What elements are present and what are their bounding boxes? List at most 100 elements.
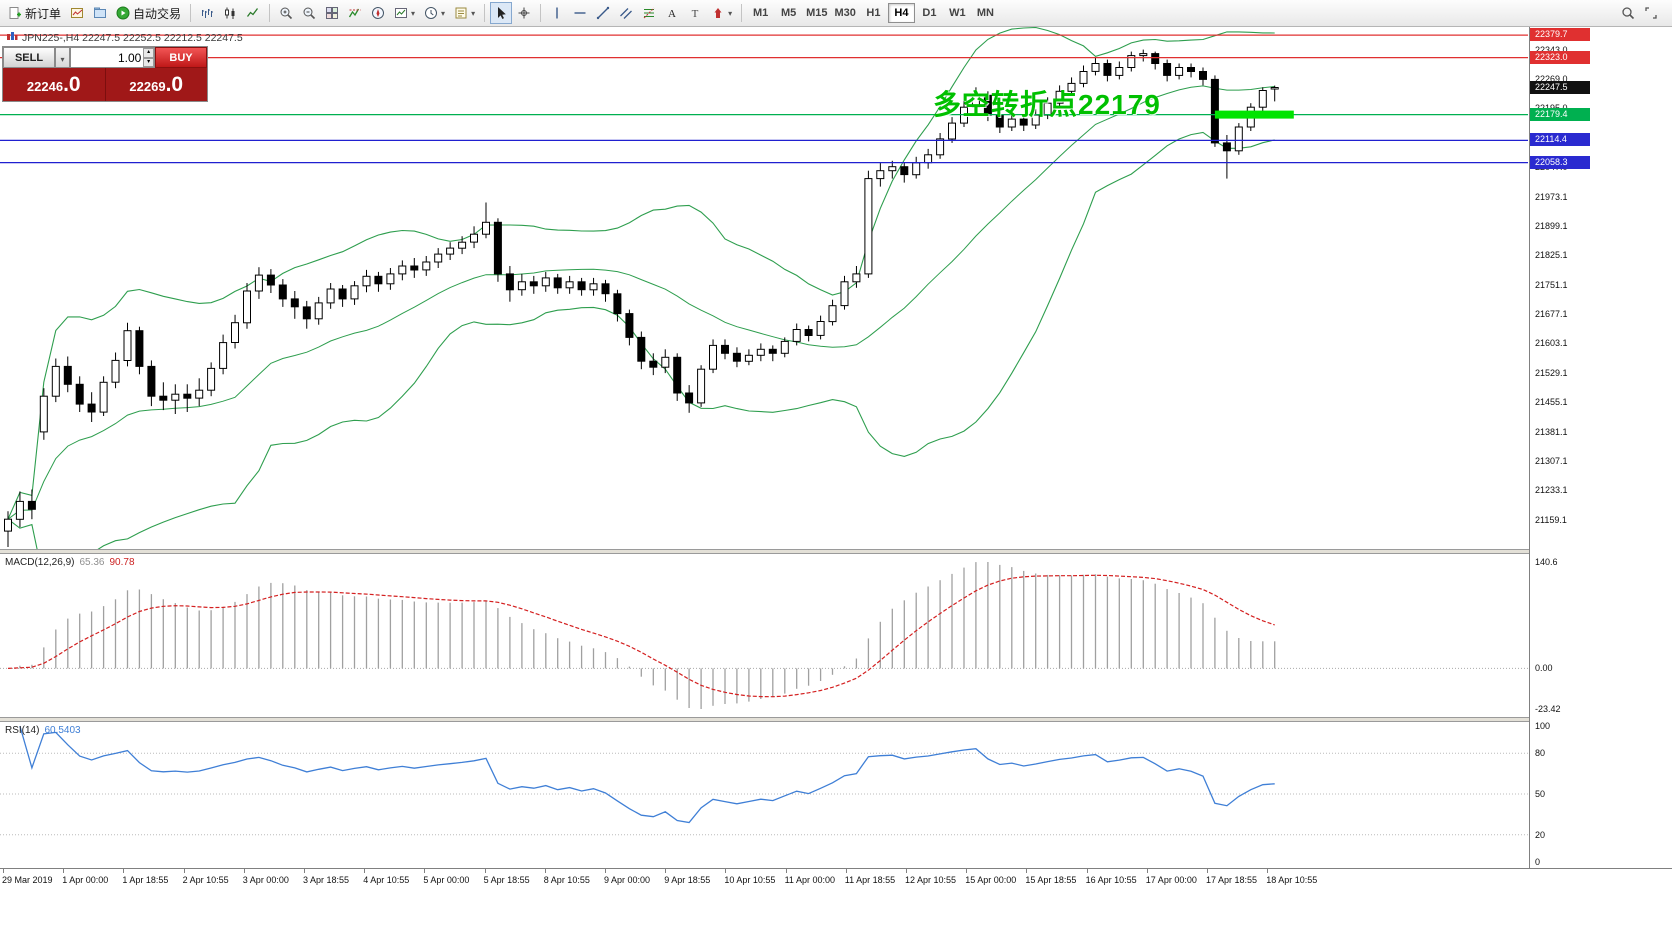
- channel-button[interactable]: [615, 2, 637, 24]
- bullish-candle: [1127, 55, 1136, 68]
- timeframe-m1-button[interactable]: M1: [747, 3, 774, 23]
- chevron-down-icon: ▾: [441, 8, 446, 18]
- bullish-candle: [876, 170, 885, 180]
- navigator-button[interactable]: [367, 2, 389, 24]
- zoom-out-button[interactable]: [298, 2, 320, 24]
- chevron-down-icon: ▾: [471, 8, 476, 18]
- macd-signal-line: [7, 574, 1275, 698]
- bullish-candle: [1007, 118, 1016, 128]
- trendline-button[interactable]: [592, 2, 614, 24]
- macd-signal-value: 90.78: [109, 557, 135, 568]
- timeframe-w1-button[interactable]: W1: [944, 3, 971, 23]
- timeframe-m30-button[interactable]: M30: [832, 3, 859, 23]
- bearish-candle: [1222, 142, 1231, 152]
- bearish-candle: [1103, 63, 1112, 76]
- time-axis-label: 8 Apr 10:55: [543, 875, 590, 885]
- arrows-button[interactable]: ▾: [707, 2, 736, 24]
- crosshair-button[interactable]: [513, 2, 535, 24]
- timeframe-m15-button[interactable]: M15: [803, 3, 830, 23]
- candles-chart-button[interactable]: [219, 2, 241, 24]
- autotrading-button[interactable]: 自动交易: [112, 2, 185, 24]
- trade-options-dropdown-button[interactable]: ▾: [55, 47, 70, 68]
- bearish-candle: [302, 306, 311, 320]
- chevron-up-icon: ▴: [147, 49, 151, 56]
- bearish-candle: [637, 336, 646, 362]
- time-axis[interactable]: 29 Mar 2019 1 Apr 00:00 1 Apr 18:55 2 Apr 1…: [0, 868, 1672, 893]
- period-icon: [425, 7, 438, 19]
- bollinger-middle-band: [7, 85, 1275, 520]
- rsi-indicator-pane[interactable]: [0, 722, 1528, 868]
- bars-chart-button[interactable]: [196, 2, 218, 24]
- indicators-button[interactable]: [344, 2, 366, 24]
- sell-button[interactable]: SELL: [3, 47, 55, 68]
- cursor-button[interactable]: [490, 2, 513, 24]
- timeframe-h4-button[interactable]: H4: [887, 3, 915, 23]
- expand-button[interactable]: [1640, 2, 1662, 24]
- fibonacci-button[interactable]: [638, 2, 660, 24]
- new-order-button[interactable]: 新订单: [4, 2, 65, 24]
- tile-windows-button[interactable]: [321, 2, 343, 24]
- timeframe-d1-button[interactable]: D1: [916, 3, 943, 23]
- price-axis[interactable]: 22343.022269.022195.022121.022047.021973…: [1529, 27, 1672, 868]
- hline-button[interactable]: [569, 2, 591, 24]
- price-axis-tick: 21455.1: [1535, 397, 1568, 408]
- volume-increase-button[interactable]: ▴: [143, 48, 154, 58]
- charts-button[interactable]: [66, 2, 88, 24]
- line-chart-button[interactable]: [242, 2, 264, 24]
- time-axis-tick: [3, 869, 4, 873]
- bearish-candle: [685, 392, 694, 404]
- toolbar-separator: [484, 4, 486, 22]
- vline-button[interactable]: [546, 2, 568, 24]
- buy-button[interactable]: BUY: [155, 47, 207, 68]
- text-button[interactable]: A: [661, 2, 683, 24]
- new-order-icon: [9, 7, 21, 19]
- rsi-axis-label: 100: [1535, 721, 1551, 731]
- sell-price-display[interactable]: 22246.0: [3, 68, 106, 101]
- pane-splitter[interactable]: [0, 717, 1672, 722]
- price-axis-tick: 21677.1: [1535, 309, 1568, 319]
- timeframe-mn-button[interactable]: MN: [972, 3, 999, 23]
- time-axis-label: 12 Apr 10:55: [905, 875, 957, 885]
- pane-splitter[interactable]: [0, 549, 1672, 554]
- bullish-candle: [1139, 53, 1148, 57]
- vline-icon: [556, 7, 558, 19]
- chart-annotation-text[interactable]: 多空转折点22179: [933, 89, 1161, 120]
- bearish-candle: [493, 221, 502, 275]
- bullish-candle: [864, 178, 873, 275]
- profiles-button[interactable]: [89, 2, 111, 24]
- bullish-candle: [1067, 82, 1076, 92]
- volume-input[interactable]: [71, 48, 144, 67]
- timeframe-h1-button[interactable]: H1: [860, 3, 887, 23]
- time-axis-label: 15 Apr 00:00: [965, 875, 1017, 885]
- bullish-candle: [1115, 67, 1124, 76]
- bullish-candle: [15, 500, 24, 520]
- volume-spinner: ▴ ▾: [143, 48, 154, 67]
- pivot-highlight-bar[interactable]: [1214, 110, 1294, 119]
- macd-indicator-pane[interactable]: [0, 554, 1528, 717]
- price-axis-tick: 21899.1: [1535, 220, 1568, 231]
- bearish-candle: [625, 313, 634, 338]
- new-chart-button[interactable]: ▾: [390, 2, 419, 24]
- price-axis-tick: 21603.1: [1535, 338, 1568, 349]
- price-chart-pane[interactable]: [0, 27, 1528, 549]
- main-toolbar: 新订单 自动交易 ▾ ▾ ▾ A T ▾ M1 M5 M15 M30 H1 H4 D1 W1 MN: [0, 0, 1672, 27]
- volume-field: ▴ ▾: [70, 47, 155, 68]
- volume-decrease-button[interactable]: ▾: [143, 57, 154, 67]
- chart-title-text: JPN225-,H4 22247.5 22252.5 22212.5 22247…: [22, 32, 243, 44]
- period-button[interactable]: ▾: [420, 2, 449, 24]
- timeframe-m5-button[interactable]: M5: [775, 3, 802, 23]
- bearish-candle: [374, 275, 383, 285]
- macd-main-value: 65.36: [79, 557, 105, 568]
- text-icon: A: [668, 8, 676, 20]
- bearish-candle: [1199, 71, 1207, 80]
- text-label-button[interactable]: T: [684, 2, 706, 24]
- fibonacci-icon: [643, 7, 655, 19]
- toolbar-separator: [741, 4, 743, 22]
- line-chart-icon: [247, 8, 259, 17]
- search-button[interactable]: [1617, 2, 1639, 24]
- templates-button[interactable]: ▾: [450, 2, 479, 24]
- zoom-in-button[interactable]: [275, 2, 297, 24]
- time-axis-tick: [63, 869, 65, 873]
- buy-price-display[interactable]: 22269.0: [105, 68, 207, 101]
- bearish-candle: [649, 360, 658, 368]
